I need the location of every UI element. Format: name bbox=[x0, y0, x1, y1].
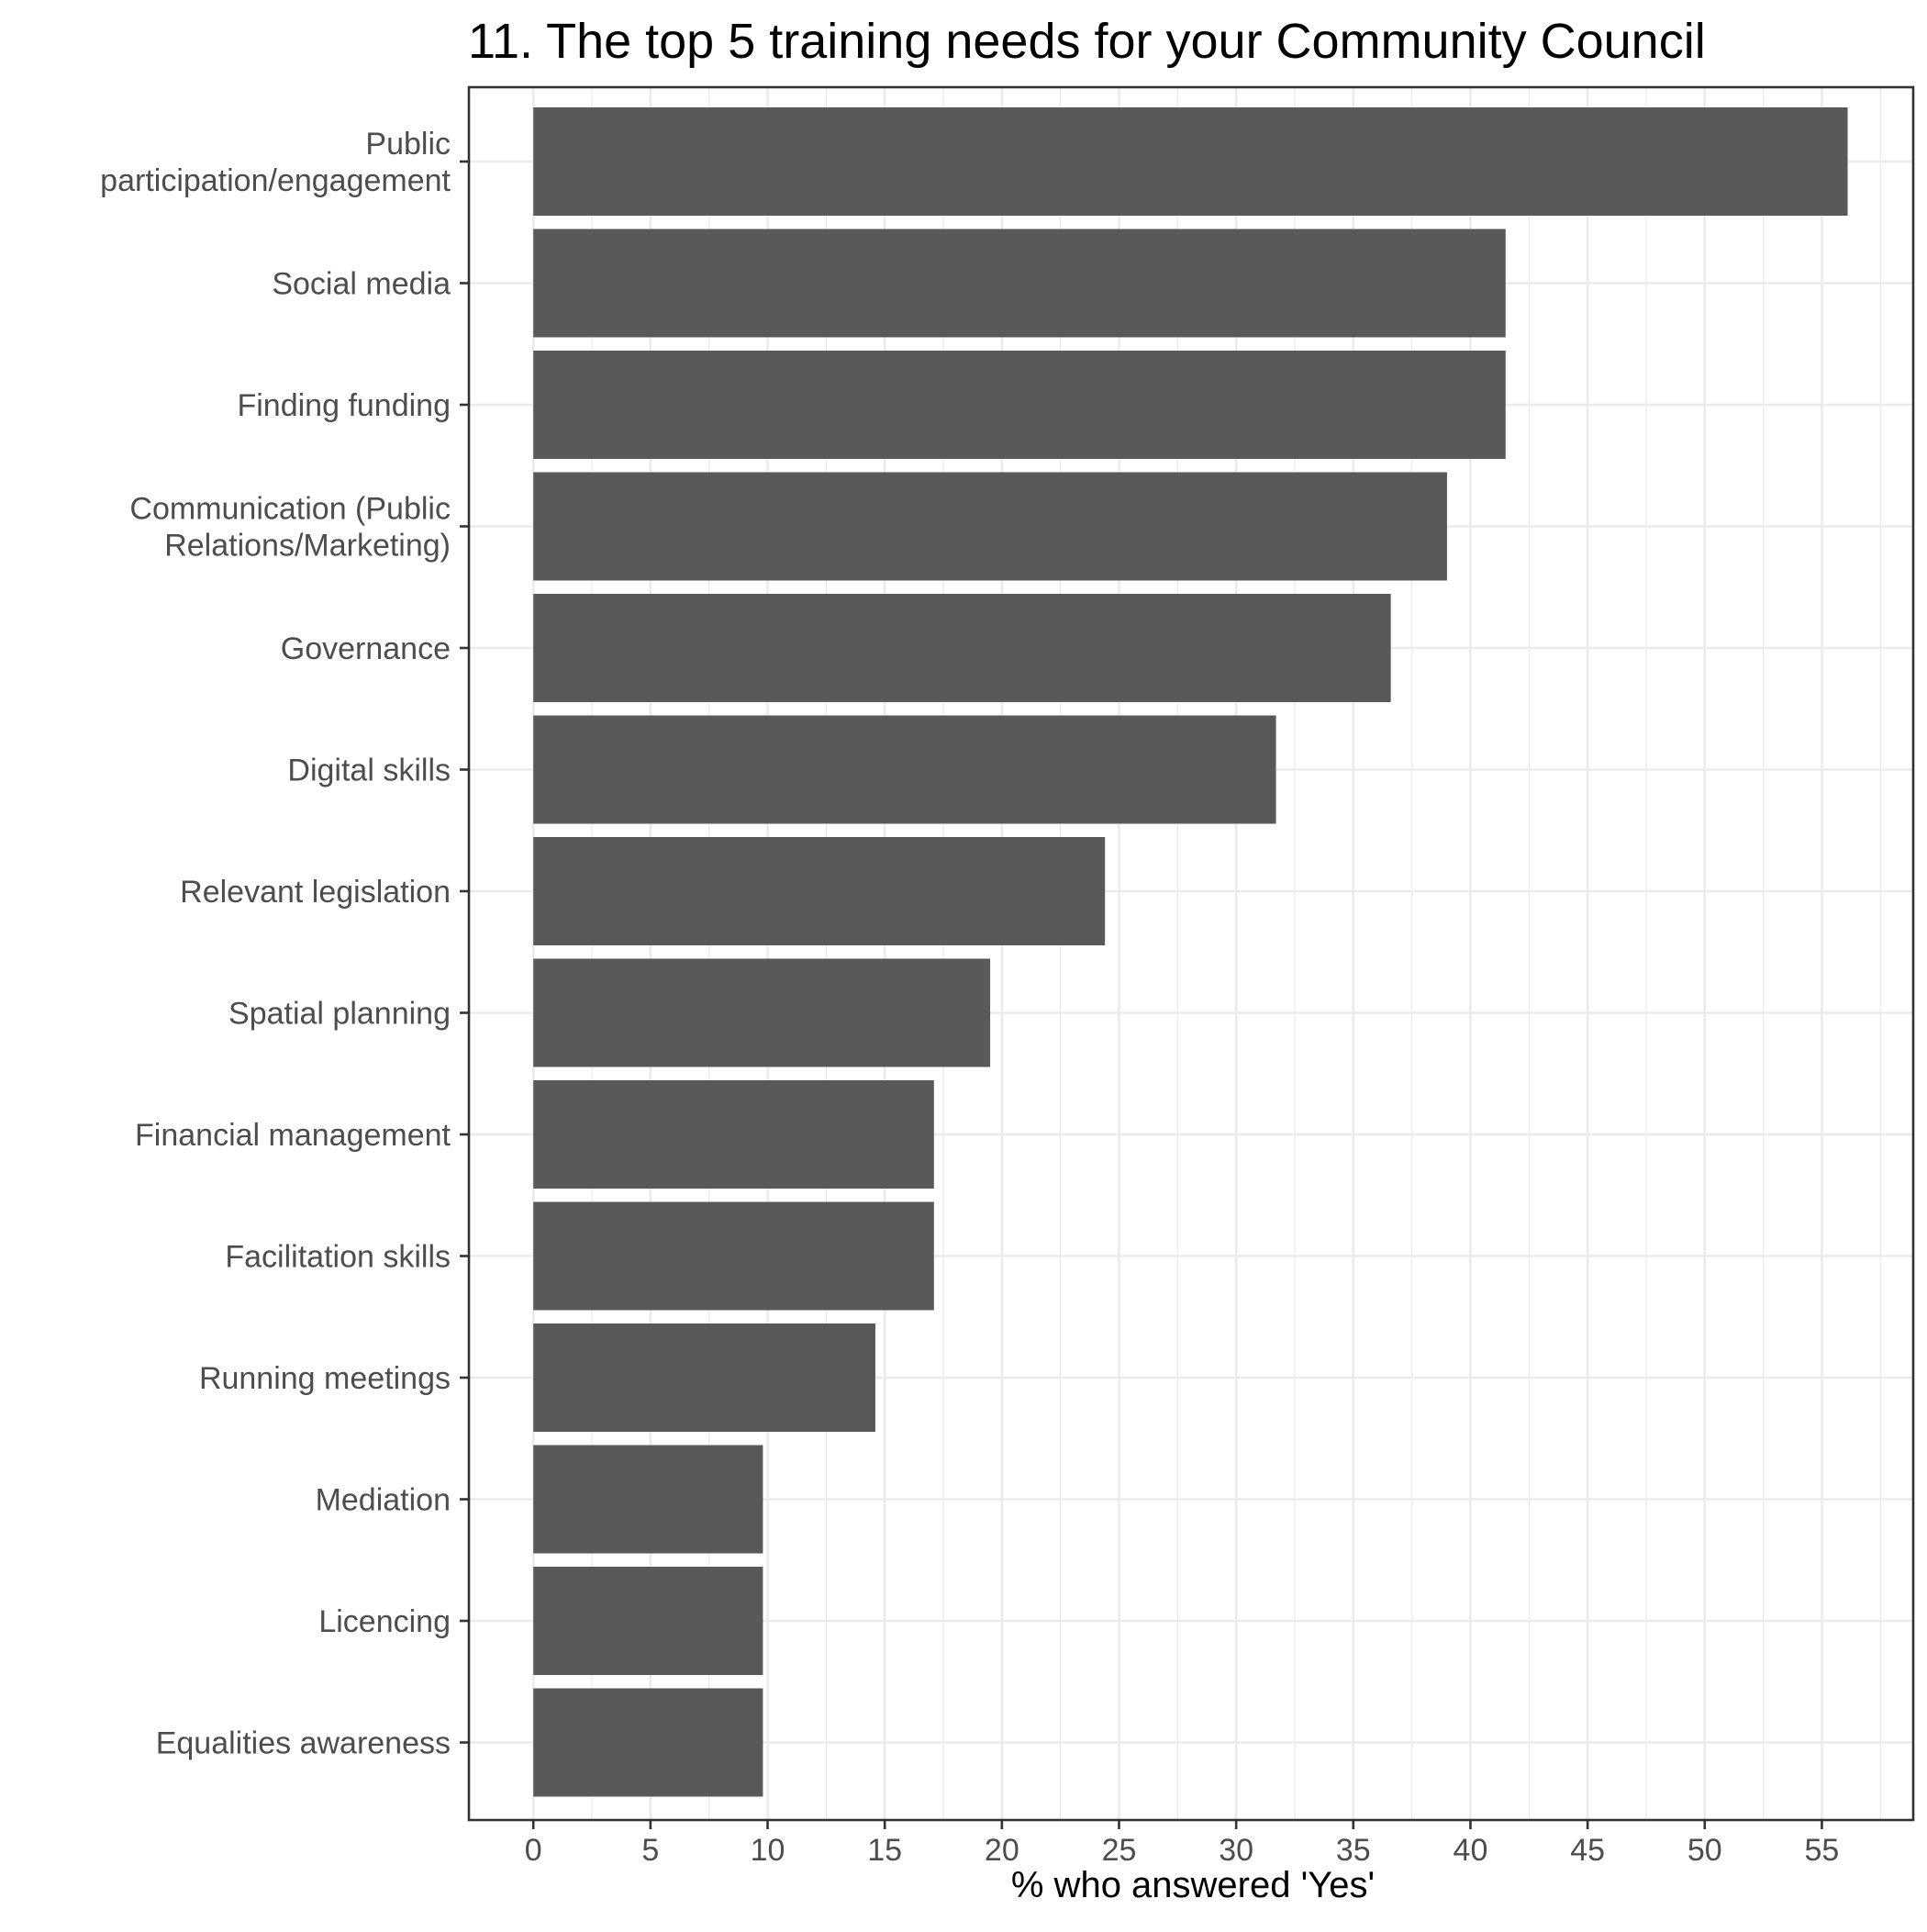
x-tick-label: 25 bbox=[1102, 1833, 1137, 1868]
bar bbox=[533, 472, 1447, 581]
y-tick-label: Financial management bbox=[135, 1118, 451, 1153]
bar bbox=[533, 107, 1848, 216]
y-tick-label: Communication (Public bbox=[129, 492, 451, 527]
y-tick-label: Mediation bbox=[316, 1483, 451, 1518]
x-tick-label: 5 bbox=[641, 1833, 659, 1868]
bar bbox=[533, 1445, 763, 1554]
y-tick-label: participation/engagement bbox=[100, 163, 451, 198]
bar bbox=[533, 1323, 875, 1432]
x-tick-label: 20 bbox=[985, 1833, 1019, 1868]
y-tick-label: Finding funding bbox=[237, 388, 451, 423]
bar bbox=[533, 594, 1391, 702]
bar bbox=[533, 1688, 763, 1797]
x-tick-label: 30 bbox=[1219, 1833, 1253, 1868]
panel-border bbox=[467, 85, 1915, 1822]
bar bbox=[533, 715, 1276, 824]
bar bbox=[533, 229, 1506, 338]
x-axis-title: % who answered 'Yes' bbox=[1010, 1865, 1376, 1905]
y-tick-label: Governance bbox=[281, 631, 451, 666]
x-tick-label: 35 bbox=[1336, 1833, 1371, 1868]
x-tick-label: 15 bbox=[867, 1833, 902, 1868]
bar bbox=[533, 351, 1506, 459]
x-tick-label: 40 bbox=[1454, 1833, 1488, 1868]
plot-panel bbox=[469, 87, 1913, 1820]
y-tick-label: Relations/Marketing) bbox=[164, 529, 451, 564]
y-tick-label: Facilitation skills bbox=[225, 1240, 451, 1275]
bar bbox=[533, 958, 991, 1067]
chart-title: 11. The top 5 training needs for your Co… bbox=[468, 14, 1706, 69]
y-tick-label: Social media bbox=[272, 267, 451, 302]
x-tick-label: 55 bbox=[1805, 1833, 1840, 1868]
bar bbox=[533, 1201, 934, 1311]
x-tick-label: 0 bbox=[525, 1833, 542, 1868]
y-tick-label: Spatial planning bbox=[228, 997, 451, 1032]
bar bbox=[533, 1080, 934, 1189]
x-tick-label: 45 bbox=[1570, 1833, 1605, 1868]
y-tick-label: Running meetings bbox=[199, 1361, 451, 1396]
bar bbox=[533, 837, 1106, 945]
y-tick-label: Relevant legislation bbox=[180, 875, 451, 910]
x-tick-label: 50 bbox=[1688, 1833, 1722, 1868]
y-tick-label: Equalities awareness bbox=[156, 1726, 451, 1761]
bar bbox=[533, 1567, 763, 1675]
y-tick-label: Licencing bbox=[318, 1604, 451, 1639]
y-tick-label: Digital skills bbox=[287, 754, 451, 788]
y-tick-label: Public bbox=[365, 127, 451, 162]
x-tick-label: 10 bbox=[751, 1833, 785, 1868]
